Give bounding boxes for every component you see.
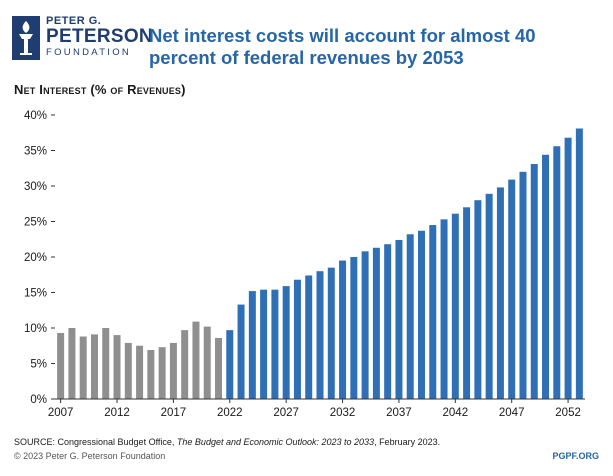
x-tick-label: 2037	[386, 407, 412, 419]
x-tick-label: 2042	[443, 407, 469, 419]
x-tick-label: 2012	[104, 407, 130, 419]
y-tick-label: 30%	[24, 181, 47, 193]
headline: Net interest costs will account for almo…	[149, 25, 536, 68]
logo-line3: FOUNDATION	[46, 47, 132, 58]
bar-2021	[215, 337, 223, 399]
y-tick-label: 20%	[24, 252, 47, 264]
bar-2030	[316, 271, 324, 399]
bar-2020	[203, 326, 211, 399]
x-tick-label: 2027	[273, 407, 299, 419]
bar-2042	[451, 213, 459, 399]
bar-2036	[384, 244, 392, 399]
x-tick-label: 2017	[161, 407, 187, 419]
bar-2007	[57, 332, 65, 399]
bar-2016	[158, 347, 166, 399]
source-note: SOURCE: Congressional Budget Office, The…	[14, 437, 440, 447]
bar-2032	[339, 260, 347, 399]
bar-2033	[350, 257, 358, 399]
bar-2017	[169, 342, 177, 399]
bar-2019	[192, 321, 200, 399]
bar-2013	[124, 342, 132, 399]
bar-2039	[417, 230, 425, 399]
bar-2047	[508, 179, 516, 399]
x-axis: 2007 2012 2017 2022 2027 2032 2037 2042 2047 2052	[48, 399, 581, 419]
y-tick-label: 25%	[24, 217, 47, 229]
bar-2014	[136, 345, 144, 399]
x-tick-label: 2047	[499, 407, 525, 419]
bar-2041	[440, 219, 448, 399]
bar-2012	[113, 335, 121, 399]
source-title: The Budget and Economic Outlook: 2023 to…	[176, 437, 375, 447]
bar-2025	[260, 289, 268, 399]
logo: PETER G. PETERSON FOUNDATION	[12, 14, 153, 62]
bar-2051	[553, 146, 561, 399]
torch-logo-icon	[12, 16, 40, 60]
bars	[57, 128, 583, 400]
y-tick-label: 35%	[24, 146, 47, 158]
bar-2034	[361, 251, 369, 399]
bar-chart: 0%5%10%15%20%25%30%35%40% 2007 2012 2017 20…	[24, 110, 585, 419]
source-suffix: , February 2023.	[374, 437, 441, 447]
bar-2015	[147, 350, 155, 399]
bar-2050	[542, 154, 550, 399]
bar-2024	[248, 291, 256, 399]
bar-2053	[575, 128, 583, 400]
source-prefix: SOURCE: Congressional Budget Office,	[14, 437, 177, 447]
bar-2010	[90, 334, 98, 399]
bar-2052	[564, 137, 572, 399]
bar-2028	[293, 279, 301, 399]
y-tick-label: 15%	[24, 288, 47, 300]
bar-2046	[496, 187, 504, 399]
bar-2022	[226, 330, 234, 399]
bar-2043	[463, 207, 471, 399]
bar-2031	[327, 267, 335, 399]
bar-2048	[519, 171, 527, 399]
bar-2018	[181, 330, 189, 399]
bar-2038	[406, 234, 414, 399]
bar-2040	[429, 225, 437, 399]
bar-2008	[68, 328, 76, 399]
y-tick-label: 0%	[30, 394, 47, 406]
x-tick-label: 2052	[555, 407, 581, 419]
y-tick-label: 40%	[24, 110, 47, 122]
bar-2027	[282, 286, 290, 399]
bar-2011	[102, 328, 110, 399]
bar-2049	[530, 163, 538, 399]
site-link[interactable]: PGPF.ORG	[552, 451, 599, 461]
bar-2035	[372, 247, 380, 399]
logo-line1: PETER G.	[46, 15, 102, 27]
y-axis: 0% 5% 10% 15% 20% 25% 30% 35% 40%	[24, 110, 55, 406]
chart-title: Net Interest (% of Revenues)	[14, 82, 186, 97]
x-tick-label: 2032	[330, 407, 356, 419]
bar-2045	[485, 193, 493, 399]
bar-2029	[305, 275, 313, 399]
bar-2009	[79, 336, 87, 399]
bar-2023	[237, 304, 245, 399]
x-tick-label: 2022	[217, 407, 243, 419]
copyright: © 2023 Peter G. Peterson Foundation	[14, 451, 166, 461]
bar-2044	[474, 200, 482, 399]
y-tick-label: 5%	[30, 359, 47, 371]
y-tick-label: 10%	[24, 323, 47, 335]
x-tick-label: 2007	[48, 407, 74, 419]
logo-line2: PETERSON	[46, 26, 153, 47]
bar-2026	[271, 289, 279, 399]
bar-2037	[395, 239, 403, 399]
